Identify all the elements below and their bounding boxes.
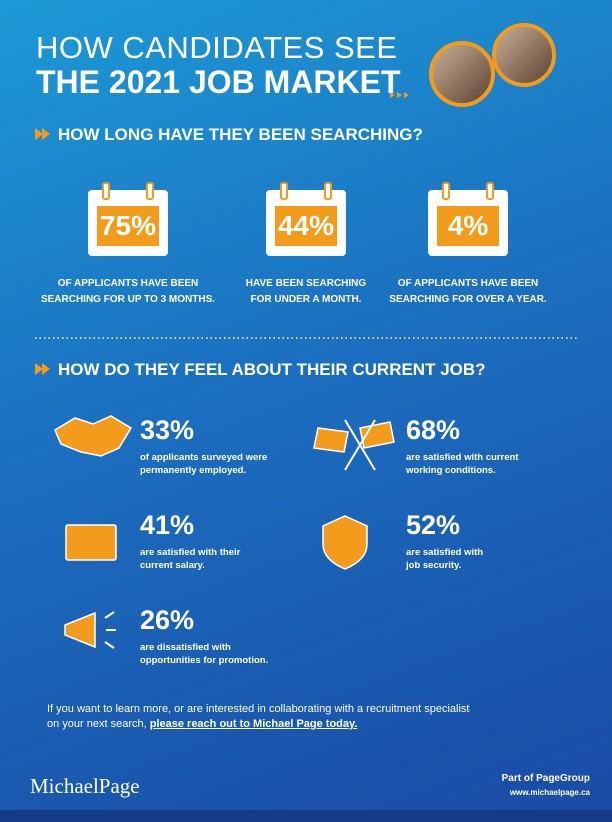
- footer-text: If you want to learn more, or are intere…: [47, 703, 470, 715]
- calendar-ring: [486, 182, 494, 200]
- title: THE 2021 JOB MARKET: [36, 64, 401, 100]
- calendar: 75%: [88, 182, 168, 256]
- stat-caption: SEARCHING FOR UP TO 3 MONTHS.: [40, 294, 216, 305]
- stat-description: job security.: [406, 560, 462, 571]
- calendar: 4%: [428, 182, 508, 256]
- calendar-ring: [146, 182, 154, 200]
- logo: MichaelPage: [30, 774, 140, 798]
- stat-description: are satisfied with current: [406, 452, 519, 463]
- calendar-ring: [280, 182, 288, 200]
- calendar-ring: [324, 182, 332, 200]
- stat-caption: HAVE BEEN SEARCHING: [245, 278, 367, 289]
- group: Part of PageGroup: [501, 773, 590, 784]
- stat-value: 68%: [406, 415, 461, 445]
- stat-description: current salary.: [140, 560, 205, 571]
- stat-value: 75%: [97, 206, 159, 246]
- calendar: 44%: [266, 182, 346, 256]
- section-heading: HOW LONG HAVE THEY BEEN SEARCHING?: [58, 125, 423, 144]
- stat-description: are satisfied with: [406, 547, 484, 558]
- title: HOW CANDIDATES SEE: [36, 30, 398, 65]
- stat-value: 26%: [140, 605, 195, 635]
- stat-value: 41%: [140, 510, 195, 540]
- stat-description: permanently employed.: [140, 465, 247, 476]
- stat-value: 33%: [140, 415, 195, 445]
- calendar-ring: [442, 182, 450, 200]
- stat-description: working conditions.: [406, 465, 496, 476]
- stat-description: are dissatisfied with: [140, 642, 231, 653]
- stat-caption: SEARCHING FOR OVER A YEAR.: [389, 294, 547, 305]
- stat-caption: OF APPLICANTS HAVE BEEN: [57, 278, 199, 289]
- stat-caption: FOR UNDER A MONTH.: [250, 294, 362, 305]
- stat-value: 44%: [275, 206, 337, 246]
- section-heading: HOW DO THEY FEEL ABOUT THEIR CURRENT JOB…: [58, 360, 486, 379]
- stat-description: are satisfied with their: [140, 547, 241, 558]
- stat-value: 4%: [437, 206, 499, 246]
- footer-text: on your next search,: [47, 718, 147, 730]
- link[interactable]: please reach out to Michael Page today.: [149, 718, 358, 730]
- stat-description: opportunities for promotion.: [140, 655, 269, 666]
- stat-caption: OF APPLICANTS HAVE BEEN: [397, 278, 539, 289]
- stat-value: 52%: [406, 510, 461, 540]
- stat-description: of applicants surveyed were: [140, 452, 268, 463]
- calendar-ring: [102, 182, 110, 200]
- footer-text: on your next search, please reach out to…: [47, 718, 357, 730]
- url: www.michaelpage.ca: [509, 788, 590, 797]
